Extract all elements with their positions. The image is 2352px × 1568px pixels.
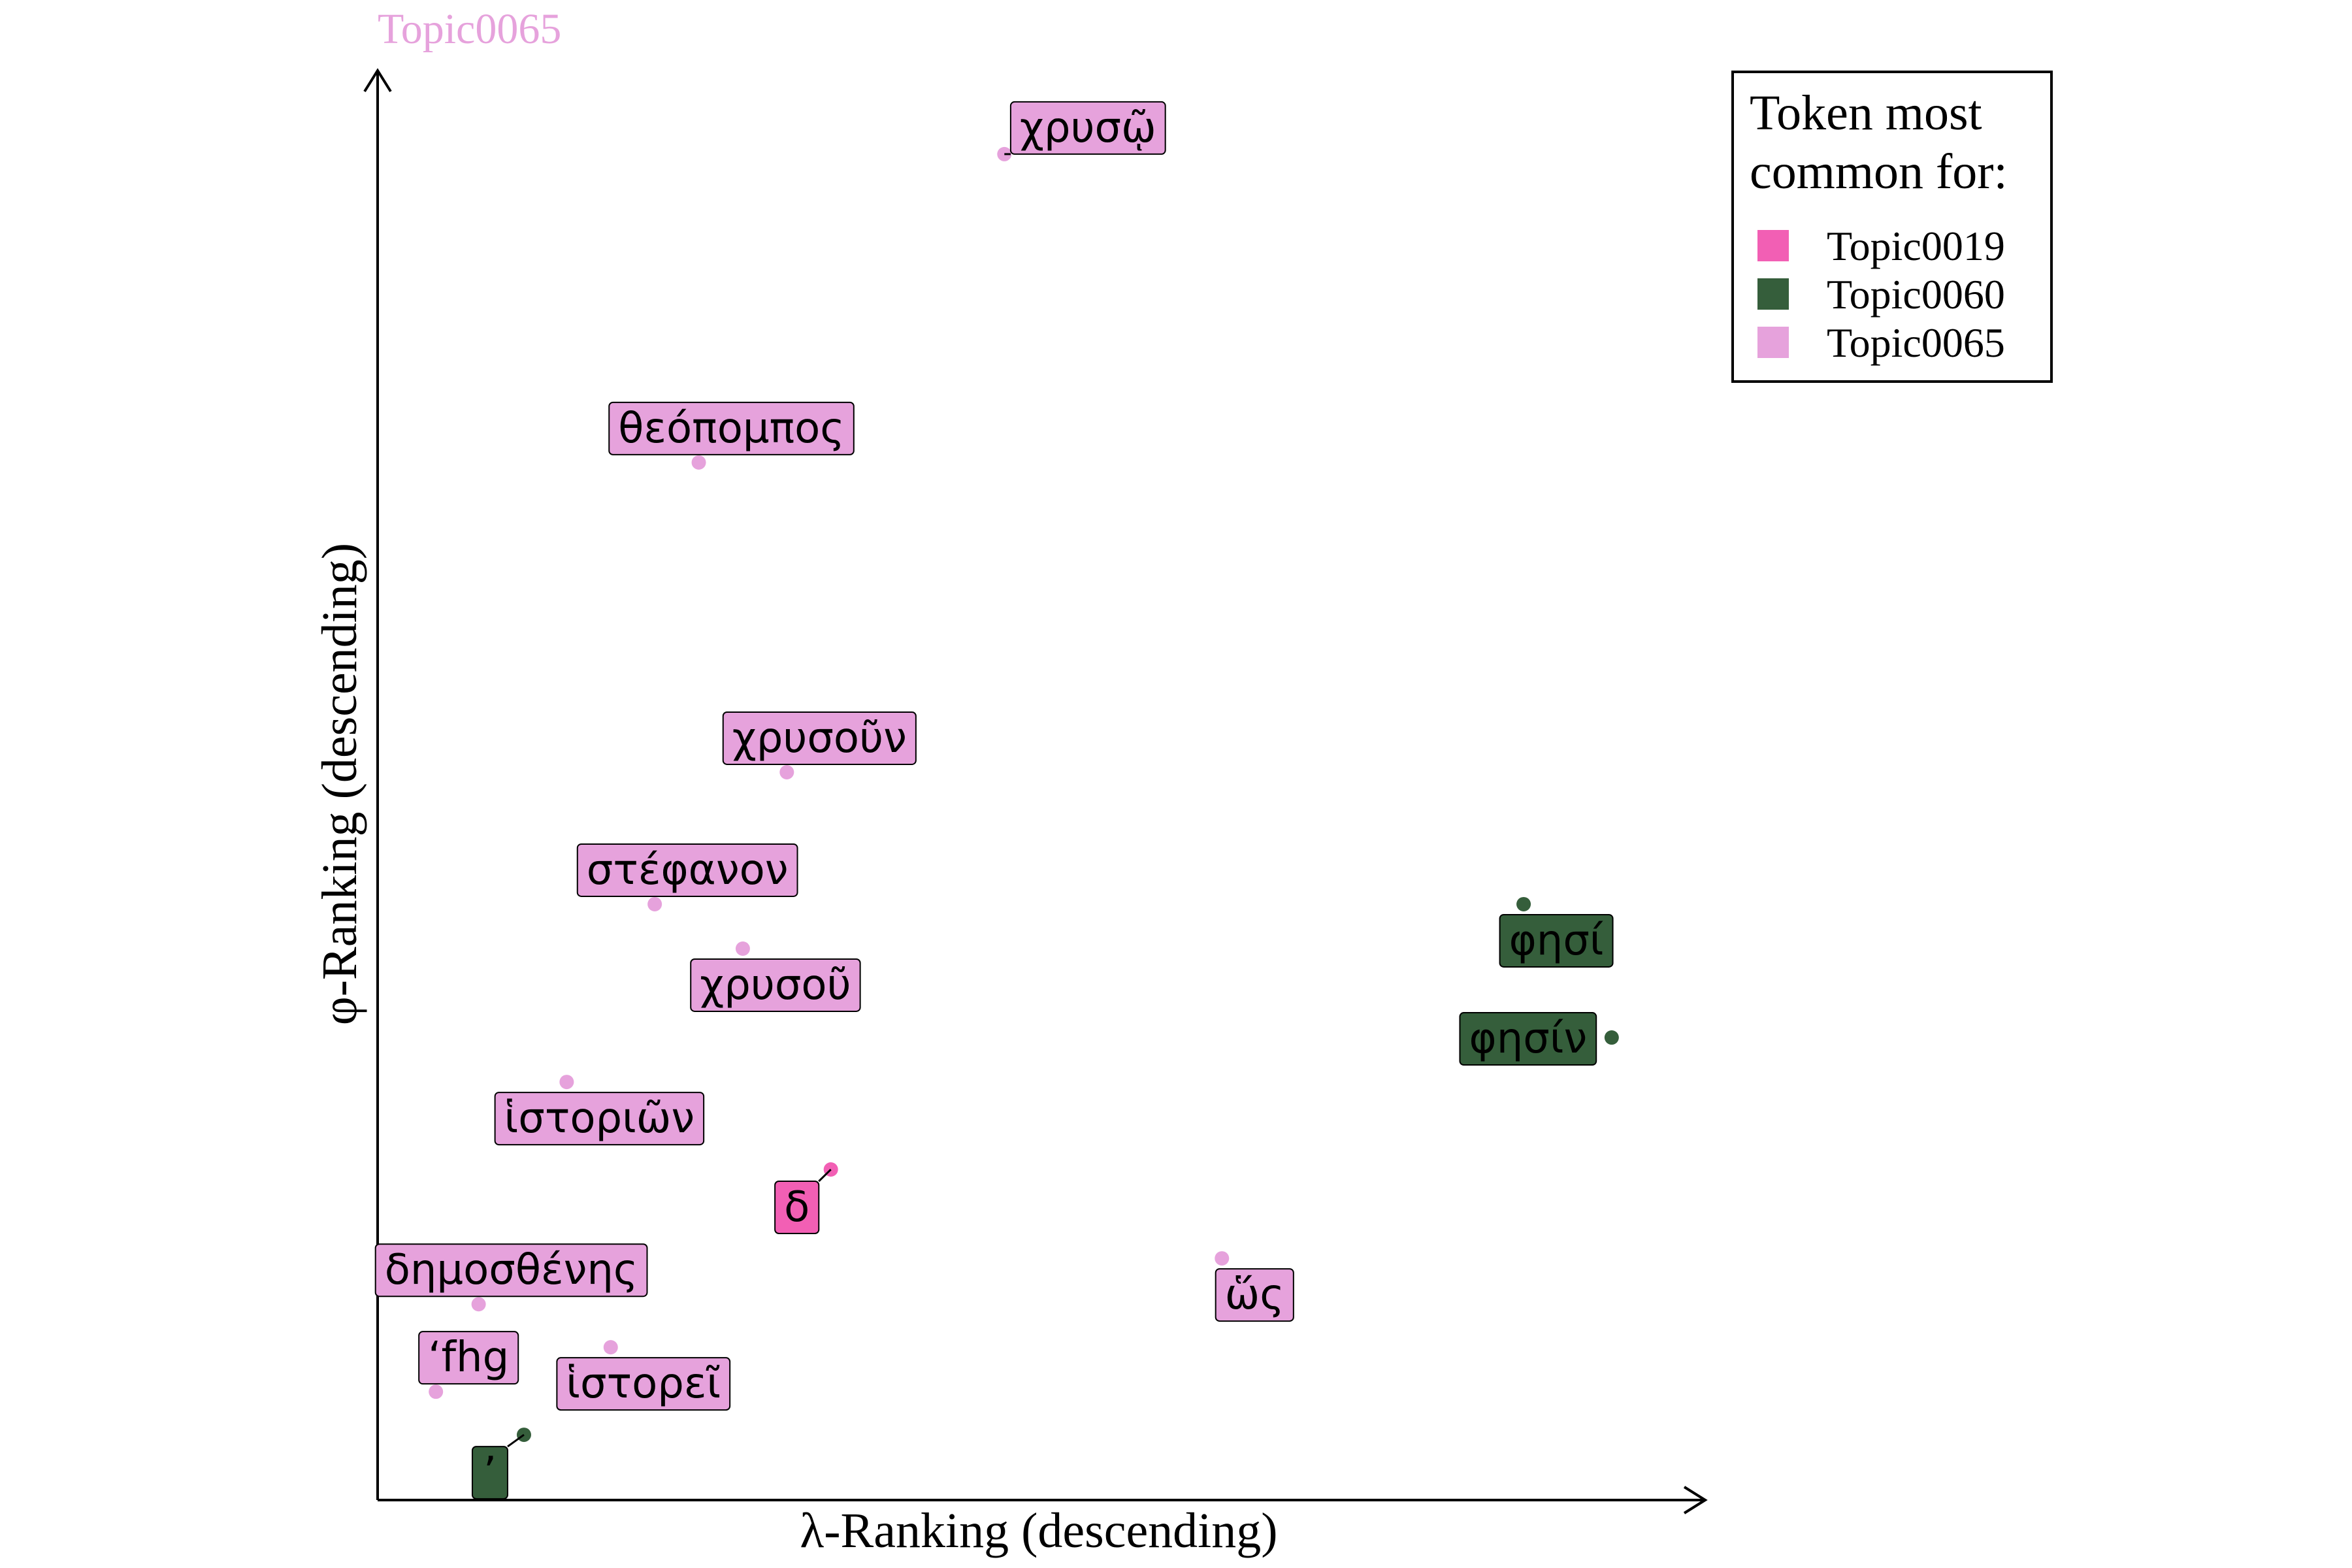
data-point-label: δημοσθένης (385, 1246, 638, 1294)
data-point-marker (647, 896, 662, 911)
data-point-label: χρυσοῦν (732, 714, 907, 762)
legend-swatch-topic0065 (1757, 327, 1789, 358)
y-axis-label: φ-Ranking (descending) (312, 543, 367, 1025)
data-point-marker (1215, 1251, 1230, 1266)
data-point-marker (779, 764, 794, 779)
legend: Token most common for: Topic0019Topic006… (1731, 71, 2053, 383)
data-point-marker (691, 455, 706, 470)
point-χρυσου-4: χρυσοῦ (690, 941, 861, 1012)
data-point-label: ὥς (1225, 1271, 1284, 1319)
point-ως-8: ὥς (1215, 1251, 1294, 1322)
data-point-label-box (690, 958, 861, 1012)
data-point-label-box (418, 1331, 519, 1385)
point-φησι-12: φησί (1499, 896, 1614, 968)
legend-swatch-topic0019 (1757, 230, 1789, 261)
data-point-label: θεόπομπος (618, 404, 845, 453)
data-point-label-box (774, 1181, 820, 1235)
data-point-label: χρυσοῦ (700, 961, 851, 1009)
data-point-label: ’ (483, 1448, 497, 1497)
data-point-label-box (471, 1446, 508, 1500)
point-θεοπομπος-1: θεόπομπος (608, 401, 855, 470)
data-point-marker (735, 941, 750, 956)
chart-title: Topic0065 (378, 5, 561, 53)
point-χρυσω-0: χρυσῷ (997, 101, 1166, 161)
data-point-label-box (608, 401, 855, 455)
data-point-label-box (556, 1357, 731, 1411)
data-point-label-box (1499, 913, 1614, 968)
point-στεφανον-3: στέφανον (576, 843, 798, 911)
point-fhg-9: ‘fhg (418, 1331, 519, 1399)
data-point-label: φησίν (1469, 1015, 1587, 1063)
data-point-marker (471, 1297, 486, 1312)
leader-line (507, 1433, 525, 1448)
data-point-label-box (1459, 1012, 1597, 1066)
legend-title-line2: common for: (1750, 144, 2008, 199)
point-δημοσθενης-7: δημοσθένης (374, 1243, 648, 1312)
data-point-label-box (1009, 101, 1166, 155)
point-mark-11: ’ (471, 1428, 531, 1500)
data-point-label: δ (784, 1183, 809, 1232)
data-point-label-box (576, 843, 798, 897)
legend-label-topic0065: Topic0065 (1827, 319, 2005, 366)
x-axis-arrow (1683, 1486, 1708, 1514)
data-point-label: ἱστοριῶν (504, 1094, 695, 1143)
points-layer: χρυσῷ θεόπομπος χρυσοῦν στέφανον χρυσοῦ ἱστορ… (374, 101, 1619, 1500)
x-axis-label: λ-Ranking (descending) (800, 1503, 1277, 1558)
point-δ-6: δ (774, 1162, 838, 1235)
y-axis-arrow (363, 68, 392, 93)
point-φησιν-13: φησίν (1459, 1012, 1619, 1066)
data-point-label-box (722, 711, 917, 765)
point-ιστοριων-5: ἱστοριῶν (494, 1075, 705, 1146)
data-point-label: χρυσῷ (1020, 104, 1156, 152)
data-point-label: ἱστορεῖ (566, 1360, 721, 1408)
leader-line (818, 1168, 832, 1183)
legend-label-topic0019: Topic0019 (1827, 223, 2005, 269)
data-point-label: φησί (1509, 917, 1604, 965)
point-χρυσουν-2: χρυσοῦν (722, 711, 917, 779)
data-point-label-box (494, 1092, 705, 1146)
data-point-label-box (374, 1243, 648, 1298)
data-point-label: ‘fhg (428, 1333, 509, 1382)
legend-title-line1: Token most (1750, 86, 1982, 140)
data-point-label-box (1215, 1268, 1294, 1322)
point-ιστορει-10: ἱστορεῖ (556, 1340, 731, 1411)
data-point-marker (1604, 1030, 1619, 1045)
data-point-marker (1516, 896, 1531, 911)
data-point-label: στέφανον (587, 846, 789, 894)
data-point-marker (559, 1075, 574, 1090)
data-point-marker (603, 1340, 618, 1355)
legend-swatch-topic0060 (1757, 278, 1789, 310)
legend-label-topic0060: Topic0060 (1827, 271, 2005, 318)
data-point-marker (429, 1384, 444, 1399)
